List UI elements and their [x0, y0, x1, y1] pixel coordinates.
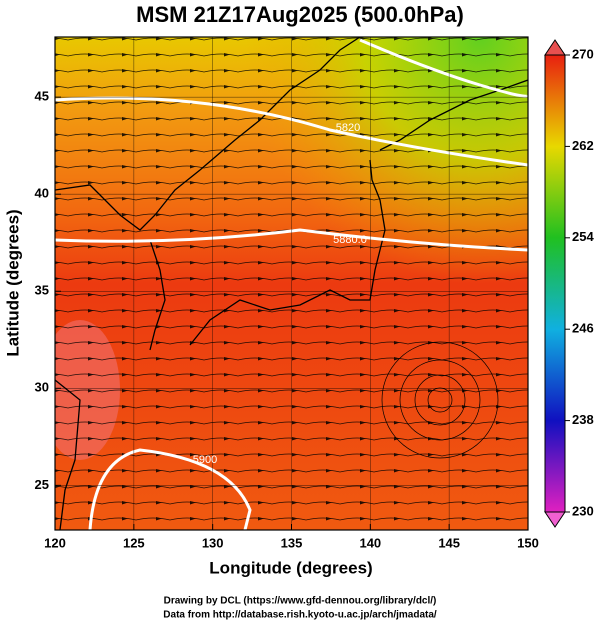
contour-label: 5900 [193, 454, 217, 466]
x-tick-label: 120 [44, 535, 66, 550]
footer: Drawing by DCL (https://www.gfd-dennou.o… [164, 596, 437, 607]
footer: Data from http://database.rish.kyoto-u.a… [163, 610, 437, 621]
x-tick-label: 150 [517, 535, 539, 550]
colorbar-tick-label: 246 [572, 321, 594, 336]
colorbar-tick-label: 238 [572, 412, 594, 427]
x-tick-label: 135 [281, 535, 303, 550]
x-tick-label: 130 [202, 535, 224, 550]
colorbar-tick-label: 262 [572, 138, 594, 153]
colorbar-min-arrow [544, 511, 566, 528]
colorbar-tick-label: 230 [572, 503, 594, 518]
colorbar [544, 54, 566, 513]
x-tick-label: 125 [123, 535, 145, 550]
y-tick-label: 35 [35, 283, 49, 298]
contour-label: 5880.0 [333, 234, 367, 246]
y-tick-label: 40 [35, 186, 49, 201]
colorbar-tick-label: 270 [572, 46, 594, 61]
vortex [381, 341, 499, 459]
contour-label: 5820 [336, 122, 360, 134]
x-tick-label: 145 [438, 535, 460, 550]
y-tick-label: 30 [35, 380, 49, 395]
title: MSM 21Z17Aug2025 (500.0hPa) [136, 2, 464, 27]
plot-area [55, 37, 528, 530]
y-tick-label: 25 [35, 477, 49, 492]
colorbar-tick-label: 254 [572, 229, 594, 244]
x-tick-label: 140 [359, 535, 381, 550]
y-tick-label: 45 [35, 89, 49, 104]
y-axis-title: Latitude (degrees) [3, 209, 22, 356]
contours [55, 38, 528, 530]
coastline [55, 37, 528, 530]
x-axis-title: Longitude (degrees) [209, 558, 372, 577]
colorbar-max-arrow [544, 39, 566, 56]
grid [55, 37, 528, 530]
